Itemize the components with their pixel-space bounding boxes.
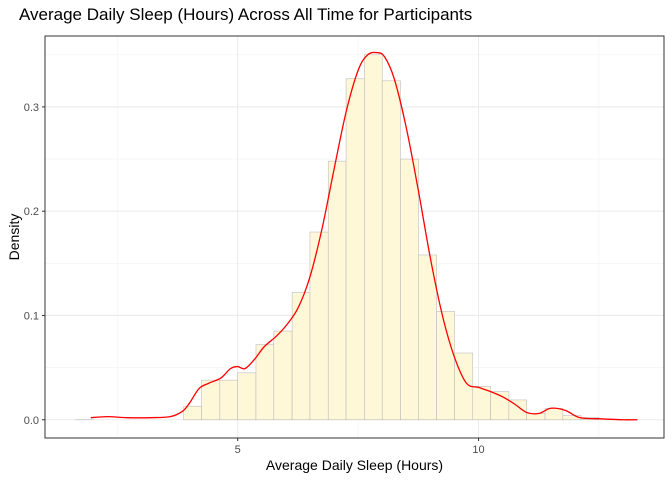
y-axis: 0.0 0.1 0.2 0.3 — [24, 102, 45, 427]
histogram-bar — [273, 330, 293, 421]
density-curve-layer — [90, 51, 638, 421]
density-curve — [90, 51, 638, 421]
histogram-bar — [237, 372, 257, 421]
plot-panel-border — [44, 35, 665, 439]
histogram-bar — [544, 407, 564, 421]
histogram-bar — [345, 78, 365, 421]
histogram-bar — [472, 386, 491, 421]
histogram-bars — [75, 54, 600, 421]
y-tick-label: 0.3 — [24, 102, 39, 114]
x-axis: 5 10 — [235, 438, 485, 456]
y-tick-label: 0.2 — [24, 206, 39, 218]
x-tick-label: 10 — [472, 444, 484, 456]
histogram-bar — [219, 379, 238, 421]
chart-title: Average Daily Sleep (Hours) Across All T… — [19, 5, 473, 24]
histogram-bar — [364, 54, 383, 421]
histogram-bar — [418, 254, 437, 421]
x-axis-title: Average Daily Sleep (Hours) — [266, 457, 443, 473]
histogram-bar — [291, 292, 311, 421]
x-tick-label: 5 — [235, 444, 241, 456]
y-tick-label: 0.0 — [24, 415, 39, 427]
y-tick-label: 0.1 — [24, 310, 39, 322]
histogram-bar — [201, 379, 221, 421]
histogram-bar — [327, 160, 347, 421]
histogram-bar — [508, 399, 528, 421]
y-axis-title: Density — [6, 214, 22, 261]
histogram-bar — [309, 231, 329, 421]
histogram-bar — [400, 158, 419, 421]
histogram-bar — [255, 344, 275, 421]
histogram-bar — [381, 80, 401, 421]
